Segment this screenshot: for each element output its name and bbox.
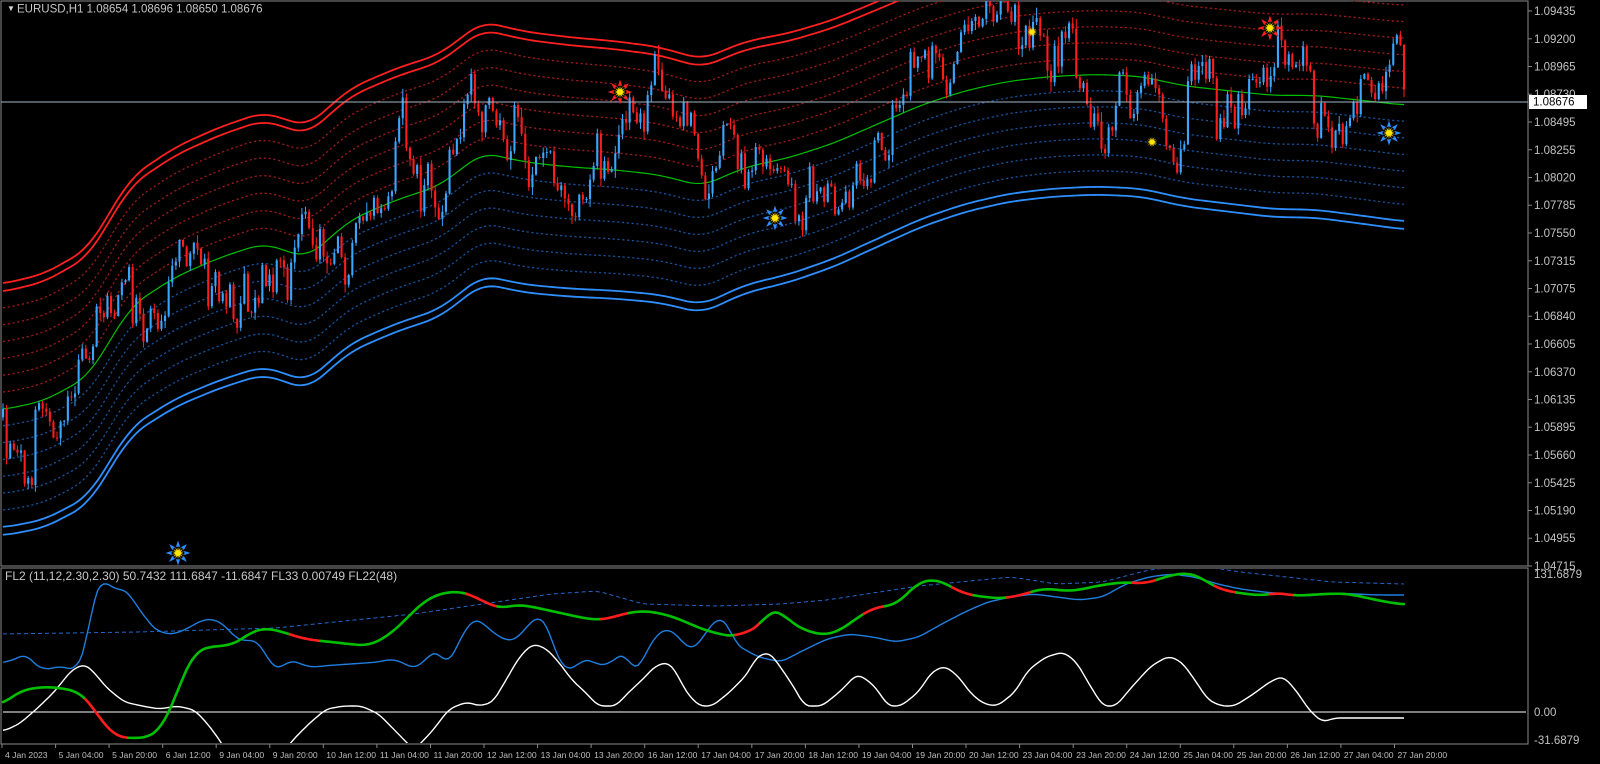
- svg-text:1.07550: 1.07550: [1534, 228, 1576, 240]
- svg-text:27 Jan 04:00: 27 Jan 04:00: [1344, 750, 1394, 760]
- svg-text:11 Jan 20:00: 11 Jan 20:00: [434, 750, 483, 760]
- svg-text:1.05895: 1.05895: [1534, 422, 1576, 434]
- svg-text:27 Jan 20:00: 27 Jan 20:00: [1398, 750, 1448, 760]
- svg-text:4 Jan 2023: 4 Jan 2023: [5, 750, 48, 760]
- svg-text:5 Jan 20:00: 5 Jan 20:00: [112, 750, 157, 760]
- svg-text:1.06370: 1.06370: [1534, 367, 1576, 379]
- svg-text:0.00: 0.00: [1534, 707, 1556, 719]
- svg-text:1.06605: 1.06605: [1534, 339, 1576, 351]
- svg-text:23 Jan 20:00: 23 Jan 20:00: [1076, 750, 1126, 760]
- svg-text:25 Jan 20:00: 25 Jan 20:00: [1237, 750, 1287, 760]
- svg-text:13 Jan 04:00: 13 Jan 04:00: [541, 750, 591, 760]
- svg-text:1.06840: 1.06840: [1534, 311, 1576, 323]
- svg-text:20 Jan 12:00: 20 Jan 12:00: [969, 750, 1019, 760]
- svg-text:▼: ▼: [7, 4, 15, 13]
- svg-text:1.04955: 1.04955: [1534, 533, 1576, 545]
- svg-text:1.07315: 1.07315: [1534, 256, 1576, 268]
- svg-text:16 Jan 12:00: 16 Jan 12:00: [648, 750, 698, 760]
- svg-text:9 Jan 20:00: 9 Jan 20:00: [273, 750, 318, 760]
- svg-text:-31.6879: -31.6879: [1534, 735, 1579, 747]
- svg-text:13 Jan 20:00: 13 Jan 20:00: [594, 750, 644, 760]
- svg-text:11 Jan 04:00: 11 Jan 04:00: [380, 750, 429, 760]
- svg-text:1.05660: 1.05660: [1534, 450, 1576, 462]
- svg-text:5 Jan 04:00: 5 Jan 04:00: [59, 750, 104, 760]
- svg-text:1.09435: 1.09435: [1534, 6, 1576, 18]
- svg-text:1.08255: 1.08255: [1534, 145, 1576, 157]
- svg-text:1.09200: 1.09200: [1534, 34, 1576, 46]
- svg-text:12 Jan 12:00: 12 Jan 12:00: [487, 750, 537, 760]
- svg-text:1.07075: 1.07075: [1534, 284, 1576, 296]
- svg-text:23 Jan 04:00: 23 Jan 04:00: [1023, 750, 1073, 760]
- svg-text:FL2 (11,12,2.30,2.30) 50.7432: FL2 (11,12,2.30,2.30) 50.7432 111.6847 -…: [5, 569, 397, 583]
- svg-text:9 Jan 04:00: 9 Jan 04:00: [219, 750, 264, 760]
- svg-text:1.08495: 1.08495: [1534, 117, 1576, 129]
- svg-text:17 Jan 04:00: 17 Jan 04:00: [701, 750, 751, 760]
- svg-text:18 Jan 12:00: 18 Jan 12:00: [808, 750, 858, 760]
- svg-text:1.05190: 1.05190: [1534, 506, 1576, 518]
- svg-text:19 Jan 04:00: 19 Jan 04:00: [862, 750, 912, 760]
- svg-text:1.05425: 1.05425: [1534, 478, 1576, 490]
- svg-text:1.07785: 1.07785: [1534, 200, 1576, 212]
- svg-text:25 Jan 04:00: 25 Jan 04:00: [1183, 750, 1233, 760]
- svg-text:1.06135: 1.06135: [1534, 395, 1576, 407]
- svg-text:131.6879: 131.6879: [1534, 569, 1582, 581]
- svg-text:17 Jan 20:00: 17 Jan 20:00: [755, 750, 805, 760]
- svg-text:1.08965: 1.08965: [1534, 62, 1576, 74]
- svg-text:6 Jan 12:00: 6 Jan 12:00: [166, 750, 211, 760]
- svg-text:1.08020: 1.08020: [1534, 173, 1576, 185]
- svg-text:19 Jan 20:00: 19 Jan 20:00: [916, 750, 966, 760]
- svg-text:EURUSD,H1 1.08654 1.08696 1.0: EURUSD,H1 1.08654 1.08696 1.08650 1.0867…: [17, 4, 263, 16]
- svg-text:26 Jan 12:00: 26 Jan 12:00: [1290, 750, 1340, 760]
- svg-text:1.08676: 1.08676: [1533, 97, 1575, 109]
- svg-text:10 Jan 12:00: 10 Jan 12:00: [326, 750, 376, 760]
- svg-text:24 Jan 12:00: 24 Jan 12:00: [1130, 750, 1180, 760]
